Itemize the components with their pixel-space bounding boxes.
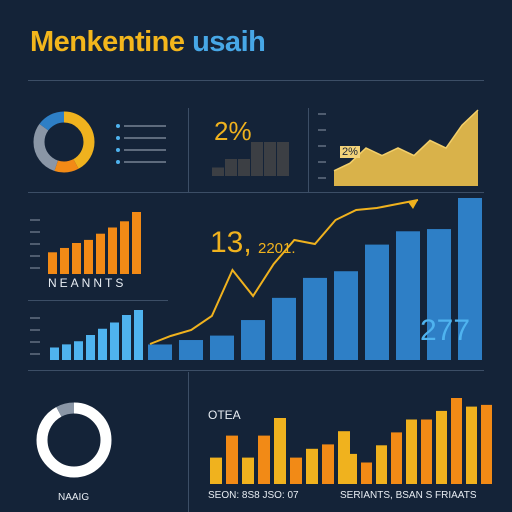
- blue-bar: [427, 229, 451, 360]
- bottom-right-caption: SERIANTS, BSAN S FRIAATS: [340, 490, 477, 501]
- donut-slice: [33, 111, 95, 173]
- bottom-right-bar: [406, 419, 417, 484]
- bottom-left-bar: [210, 457, 222, 484]
- blue-bar: [179, 340, 203, 360]
- lightblue-bar: [122, 315, 131, 360]
- bottom-left-bar: [306, 448, 318, 484]
- trend-arrow: [408, 200, 418, 209]
- dashboard-title: Menkentine usaih: [30, 26, 266, 59]
- lightblue-bar: [98, 328, 107, 360]
- bottom-right-bar: [421, 419, 432, 484]
- donut2-slice: [36, 402, 112, 478]
- charts-layer: [33, 109, 492, 484]
- bottom-left-bar: [290, 457, 302, 484]
- stat-percent-small: 2%: [340, 146, 360, 158]
- bottom-left-bar: [242, 457, 254, 484]
- divider-bottom-v: [188, 372, 189, 512]
- blue-bar: [396, 231, 420, 360]
- gray-bar: [238, 159, 250, 176]
- bottom-right-bar: [451, 398, 462, 484]
- lightblue-bar: [74, 341, 83, 360]
- gray-bar: [225, 159, 237, 176]
- blue-bar: [210, 335, 234, 360]
- bottom-left-caption: SEON: 8S8 JSO: 07: [208, 490, 299, 501]
- donut-slice: [33, 111, 95, 173]
- legend-dot: [116, 136, 120, 140]
- legend-dot: [116, 124, 120, 128]
- bottom-left-bar: [258, 435, 270, 484]
- orange-bar: [48, 252, 57, 274]
- blue-bar: [272, 297, 296, 360]
- bottom-title: OTEA: [208, 408, 241, 422]
- lightblue-bar: [134, 310, 143, 360]
- gray-bar: [212, 167, 224, 176]
- blue-bar: [458, 198, 482, 360]
- donut-slice: [33, 111, 95, 173]
- divider-h4: [28, 370, 484, 371]
- bottom-left-bar: [226, 435, 238, 484]
- lightblue-bar: [110, 322, 119, 360]
- gray-bar: [264, 142, 276, 176]
- stat-big-left: 13,: [210, 226, 252, 259]
- legend-dot: [116, 160, 120, 164]
- orange-bar: [60, 247, 69, 274]
- bottom-right-bar: [376, 445, 387, 484]
- blue-bar: [334, 271, 358, 360]
- orange-bar: [84, 239, 93, 274]
- blue-bar: [241, 320, 265, 360]
- orange-panel-label: NEANNTS: [48, 276, 127, 290]
- orange-bar: [96, 233, 105, 274]
- blue-bar: [303, 277, 327, 360]
- stat-big-right: 277: [420, 314, 471, 347]
- trend-line: [149, 199, 419, 345]
- orange-bar: [132, 212, 141, 274]
- bottom-left-bar: [322, 444, 334, 484]
- gray-bar: [251, 142, 263, 176]
- bottom-right-bar: [481, 404, 492, 484]
- bottom-right-bar: [346, 453, 357, 484]
- orange-bar: [108, 227, 117, 274]
- title-word-1: Menkentine: [30, 26, 185, 58]
- divider-top: [28, 80, 484, 81]
- orange-bar: [72, 243, 81, 274]
- lightblue-bar: [50, 347, 59, 360]
- donut2-label: NAAIG: [58, 492, 90, 503]
- lightblue-bar: [62, 344, 71, 360]
- divider-left-v: [188, 108, 189, 192]
- divider-mid-v: [308, 108, 309, 192]
- stat-big-left-small: 2201.: [258, 240, 296, 257]
- bottom-right-bar: [436, 410, 447, 484]
- title-word-2: usaih: [192, 26, 266, 58]
- donut2-slice: [36, 402, 112, 478]
- gray-bar: [277, 142, 289, 176]
- blue-bar: [148, 344, 172, 360]
- divider-h3: [28, 300, 168, 301]
- bottom-left-bar: [274, 418, 286, 484]
- divider-h2: [28, 192, 484, 193]
- orange-bar: [120, 221, 129, 274]
- legend-dot: [116, 148, 120, 152]
- bottom-right-bar: [466, 406, 477, 484]
- area-fill: [334, 110, 478, 186]
- stat-percent: 2%: [214, 116, 252, 146]
- blue-bar: [365, 244, 389, 360]
- bottom-right-bar: [391, 432, 402, 484]
- lightblue-bar: [86, 335, 95, 360]
- bottom-right-bar: [361, 462, 372, 484]
